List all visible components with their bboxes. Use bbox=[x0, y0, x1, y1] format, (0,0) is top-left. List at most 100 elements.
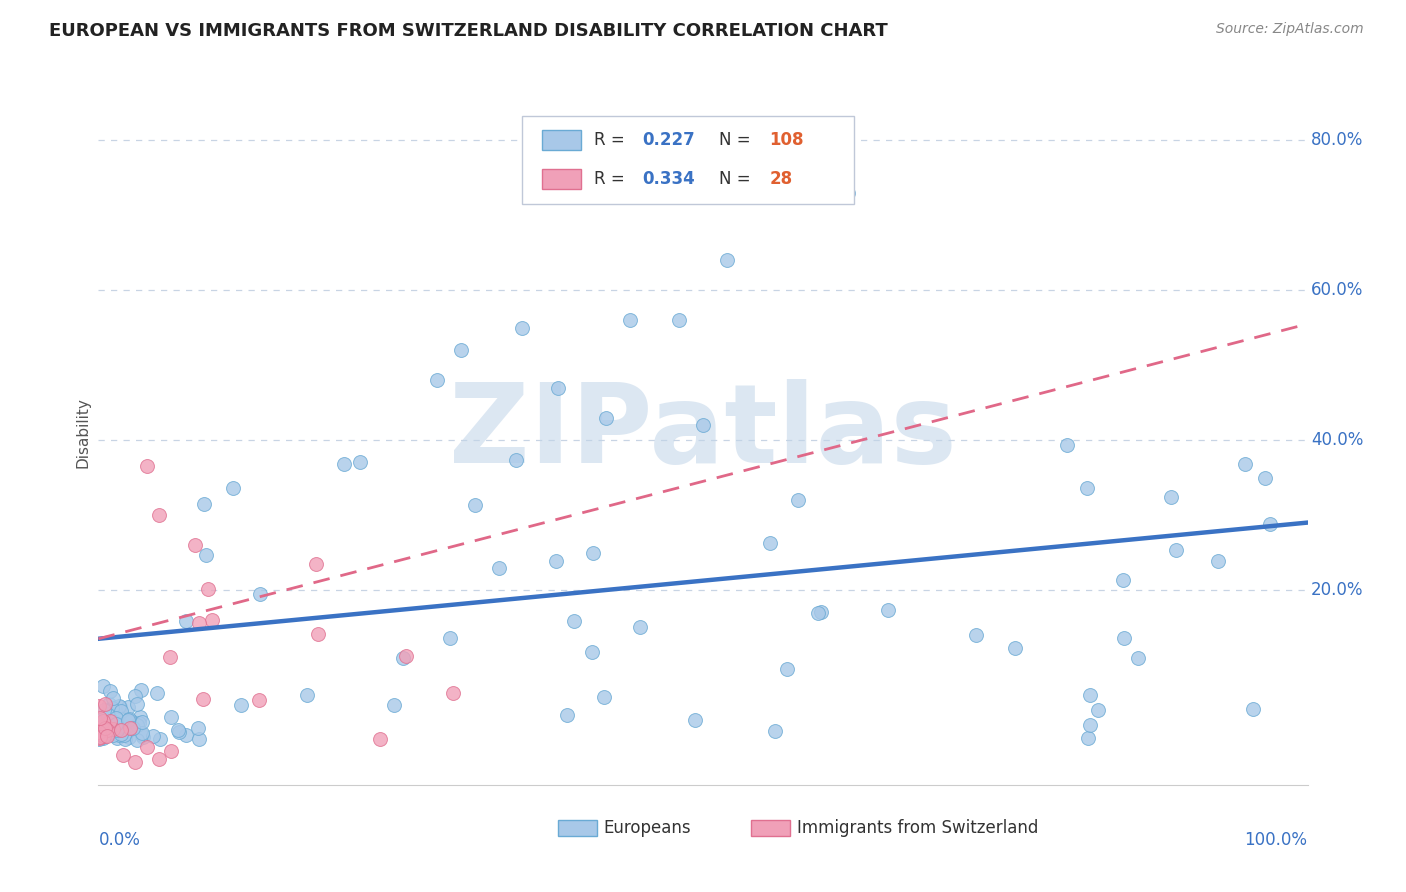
Point bbox=[382, 698, 405, 713]
Point bbox=[128, 716, 150, 731]
Y-axis label: Disability: Disability bbox=[75, 397, 90, 468]
Point bbox=[146, 686, 169, 700]
Point bbox=[132, 730, 155, 744]
Point bbox=[101, 701, 124, 715]
Point bbox=[176, 614, 198, 628]
Point bbox=[96, 723, 118, 738]
Point bbox=[595, 410, 617, 425]
Point bbox=[124, 756, 146, 770]
Point bbox=[201, 613, 224, 627]
Point bbox=[110, 700, 132, 714]
Point bbox=[89, 730, 111, 744]
Point bbox=[544, 554, 567, 568]
Point bbox=[1078, 718, 1101, 732]
Text: EUROPEAN VS IMMIGRANTS FROM SWITZERLAND DISABILITY CORRELATION CHART: EUROPEAN VS IMMIGRANTS FROM SWITZERLAND … bbox=[49, 22, 889, 40]
Point bbox=[295, 688, 318, 702]
Text: 100.0%: 100.0% bbox=[1244, 830, 1308, 849]
Point bbox=[1076, 481, 1098, 495]
Point bbox=[1004, 640, 1026, 655]
Point bbox=[87, 731, 110, 745]
Point bbox=[122, 722, 145, 736]
Point bbox=[776, 662, 799, 676]
Point bbox=[131, 728, 153, 742]
Point bbox=[108, 720, 131, 734]
Text: N =: N = bbox=[718, 131, 751, 149]
Point bbox=[110, 727, 132, 741]
Point bbox=[1077, 731, 1099, 745]
Point bbox=[222, 481, 245, 495]
Point bbox=[167, 723, 190, 737]
Point bbox=[117, 713, 139, 727]
Point bbox=[807, 606, 830, 620]
Point bbox=[392, 651, 415, 665]
Point bbox=[555, 708, 578, 723]
Point bbox=[120, 714, 142, 728]
Point bbox=[1056, 438, 1078, 452]
Point bbox=[87, 710, 110, 724]
Point bbox=[93, 731, 115, 746]
Text: 0.0%: 0.0% bbox=[98, 830, 141, 849]
Point bbox=[93, 703, 115, 717]
Point bbox=[547, 381, 569, 395]
Point bbox=[187, 722, 209, 736]
Point bbox=[96, 723, 118, 737]
Point bbox=[87, 730, 110, 744]
Point bbox=[439, 631, 461, 645]
Point bbox=[114, 732, 136, 747]
FancyBboxPatch shape bbox=[543, 130, 581, 150]
Point bbox=[464, 498, 486, 512]
Point bbox=[103, 723, 125, 737]
Point bbox=[581, 645, 603, 659]
Point bbox=[148, 508, 170, 522]
Point bbox=[349, 455, 371, 469]
Point bbox=[105, 715, 128, 730]
FancyBboxPatch shape bbox=[522, 116, 855, 203]
Point bbox=[97, 723, 120, 737]
Point bbox=[562, 614, 585, 628]
Point bbox=[112, 728, 135, 742]
Point bbox=[176, 728, 198, 742]
Point bbox=[90, 720, 112, 734]
Point bbox=[125, 717, 148, 731]
Point bbox=[90, 728, 112, 742]
Point bbox=[89, 711, 111, 725]
Text: R =: R = bbox=[595, 131, 630, 149]
Point bbox=[87, 716, 110, 731]
Point bbox=[668, 313, 690, 327]
Point bbox=[683, 714, 706, 728]
Point bbox=[160, 744, 183, 758]
Point bbox=[1233, 458, 1256, 472]
Point bbox=[758, 535, 780, 549]
Text: Europeans: Europeans bbox=[603, 819, 692, 837]
Point bbox=[184, 538, 207, 552]
Point bbox=[426, 373, 449, 387]
Point bbox=[148, 752, 170, 766]
Text: 28: 28 bbox=[769, 170, 793, 188]
Point bbox=[628, 620, 651, 634]
Point bbox=[810, 605, 832, 619]
Point bbox=[89, 732, 111, 747]
Point bbox=[395, 649, 418, 664]
Text: 20.0%: 20.0% bbox=[1312, 581, 1364, 599]
Point bbox=[108, 728, 131, 742]
Point bbox=[87, 725, 110, 739]
Point bbox=[307, 627, 329, 641]
Point bbox=[159, 650, 181, 665]
Point bbox=[93, 697, 115, 711]
Point bbox=[117, 723, 139, 738]
Text: 80.0%: 80.0% bbox=[1312, 131, 1364, 149]
Point bbox=[118, 730, 141, 744]
Point bbox=[96, 729, 118, 743]
Point bbox=[193, 497, 215, 511]
FancyBboxPatch shape bbox=[543, 169, 581, 189]
Point bbox=[167, 724, 190, 739]
Point bbox=[101, 691, 124, 706]
Point bbox=[104, 717, 127, 731]
Point bbox=[135, 459, 157, 474]
Text: 108: 108 bbox=[769, 131, 804, 149]
Point bbox=[510, 320, 533, 334]
Text: 60.0%: 60.0% bbox=[1312, 281, 1364, 299]
Point bbox=[129, 683, 152, 698]
Point bbox=[965, 628, 987, 642]
Point bbox=[94, 718, 117, 732]
